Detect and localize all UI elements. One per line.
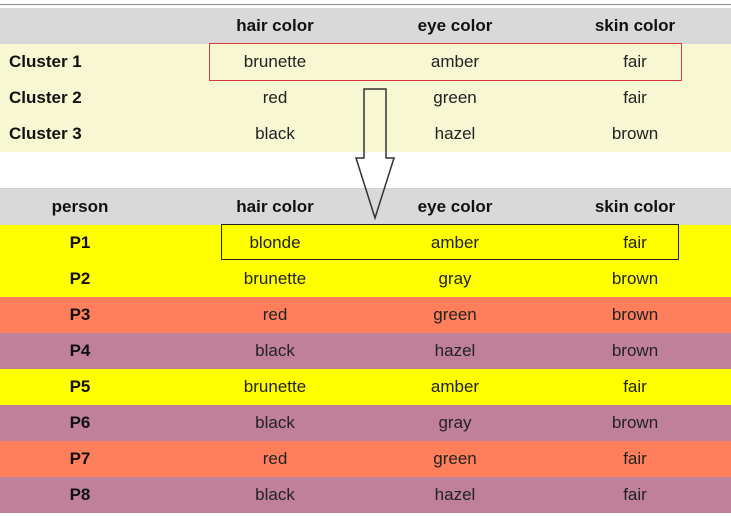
person-hair: black [255,485,295,504]
cluster-header-skin: skin color [594,16,676,35]
cluster-label: Cluster 2 [9,88,82,107]
person-skin: fair [623,233,647,252]
person-label: P4 [69,341,91,360]
cluster-eye: hazel [434,124,476,143]
person-label: P1 [69,233,91,252]
cluster-row: Cluster 1 brunette amber fair [0,44,731,80]
person-eye: amber [430,377,480,396]
person-hair: brunette [243,269,307,288]
person-header-label: person [51,197,109,216]
cluster-hair: red [262,88,288,107]
person-skin: brown [611,413,659,432]
person-eye: hazel [434,485,476,504]
person-hair: black [255,413,295,432]
cluster-hair: brunette [243,52,307,71]
person-row: P1 blonde amber fair [0,225,731,261]
person-eye: hazel [434,341,476,360]
person-label: P5 [69,377,91,396]
person-eye: amber [430,233,480,252]
person-row: P2 brunette gray brown [0,261,731,297]
person-label: P6 [69,413,91,432]
top-border-line [0,4,731,5]
person-row: P5 brunette amber fair [0,369,731,405]
cluster-row: Cluster 3 black hazel brown [0,116,731,152]
person-skin: fair [623,485,647,504]
cluster-skin: fair [623,52,647,71]
down-arrow-icon [355,88,395,220]
person-skin: brown [611,341,659,360]
blank-separator-row [0,152,731,189]
person-label: P3 [69,305,91,324]
person-skin: brown [611,305,659,324]
person-row: P8 black hazel fair [0,477,731,513]
person-eye: green [433,305,477,324]
person-header-skin: skin color [594,197,676,216]
person-hair: black [255,341,295,360]
person-hair: red [262,305,288,324]
person-hair: blonde [249,233,301,252]
cluster-header-hair: hair color [236,16,314,35]
cluster-eye: green [433,88,477,107]
person-eye: green [433,449,477,468]
cluster-header-eye: eye color [417,16,493,35]
person-label: P7 [69,449,91,468]
person-header-eye: eye color [417,197,493,216]
cluster-label: Cluster 3 [9,124,82,143]
person-row: P6 black gray brown [0,405,731,441]
cluster-row: Cluster 2 red green fair [0,80,731,116]
cluster-skin: fair [623,88,647,107]
person-hair: brunette [243,377,307,396]
cluster-hair: black [255,124,295,143]
person-skin: fair [623,377,647,396]
person-header-row: person hair color eye color skin color [0,189,731,225]
person-hair: red [262,449,288,468]
person-skin: fair [623,449,647,468]
cluster-label: Cluster 1 [9,52,82,71]
cluster-header-label [0,8,160,44]
person-eye: gray [438,269,472,288]
cluster-skin: brown [611,124,659,143]
person-skin: brown [611,269,659,288]
cluster-header-row: hair color eye color skin color [0,8,731,44]
person-row: P7 red green fair [0,441,731,477]
person-label: P8 [69,485,91,504]
person-row: P3 red green brown [0,297,731,333]
person-eye: gray [438,413,472,432]
person-label: P2 [69,269,91,288]
cluster-eye: amber [430,52,480,71]
person-header-hair: hair color [236,197,314,216]
person-row: P4 black hazel brown [0,333,731,369]
